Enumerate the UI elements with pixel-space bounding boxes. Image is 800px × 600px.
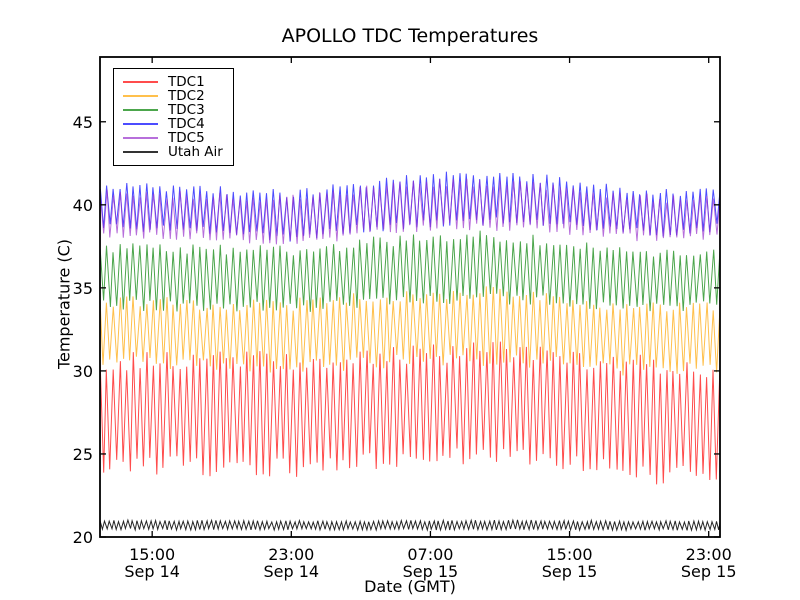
x-tick-label-time: 15:00 [129,545,175,564]
legend-item: TDC2 [114,89,233,103]
legend-label: TDC1 [168,74,205,90]
legend-line-tdc4-icon [123,123,158,125]
legend-item: TDC4 [114,117,233,131]
legend-label: TDC3 [168,102,205,118]
x-axis-label: Date (GMT) [364,577,456,596]
x-tick-label-date: Sep 15 [542,562,598,581]
legend-line-utah-air-icon [123,151,158,153]
legend-label: Utah Air [168,144,223,160]
x-tick-label-time: 23:00 [686,545,732,564]
legend-item: Utah Air [114,145,233,159]
x-tick-label-date: Sep 14 [124,562,180,581]
legend: TDC1 TDC2 TDC3 TDC4 TDC5 Utah Air [113,68,234,166]
legend-item: TDC5 [114,131,233,145]
series-line-tdc5 [99,178,721,245]
plot-border [99,56,721,538]
x-tick-label-time: 07:00 [407,545,453,564]
y-tick-label: 35 [73,279,93,298]
legend-line-tdc2-icon [123,95,158,97]
legend-line-tdc5-icon [123,137,158,139]
x-tick-label-date: Sep 15 [681,562,737,581]
y-tick-label: 40 [73,196,93,215]
series-line-utah-air [99,518,721,533]
y-tick-label: 25 [73,445,93,464]
series-line-tdc3 [99,230,721,312]
chart-title: APOLLO TDC Temperatures [281,25,539,47]
series-line-tdc2 [99,286,721,376]
legend-item: TDC1 [114,75,233,89]
series-line-tdc1 [99,341,721,485]
x-tick-label-time: 15:00 [547,545,593,564]
legend-item: TDC3 [114,103,233,117]
y-tick-label: 30 [73,362,93,381]
legend-label: TDC5 [168,130,205,146]
y-axis-label: Temperature (C) [54,238,74,370]
x-tick-label-time: 23:00 [268,545,314,564]
legend-line-tdc1-icon [123,81,158,83]
y-tick-label: 20 [73,528,93,547]
y-tick-label: 45 [73,113,93,132]
legend-label: TDC4 [168,116,205,132]
x-tick-label-date: Sep 14 [263,562,319,581]
x-tick-label-date: Sep 15 [403,562,459,581]
legend-label: TDC2 [168,88,205,104]
legend-line-tdc3-icon [123,109,158,111]
